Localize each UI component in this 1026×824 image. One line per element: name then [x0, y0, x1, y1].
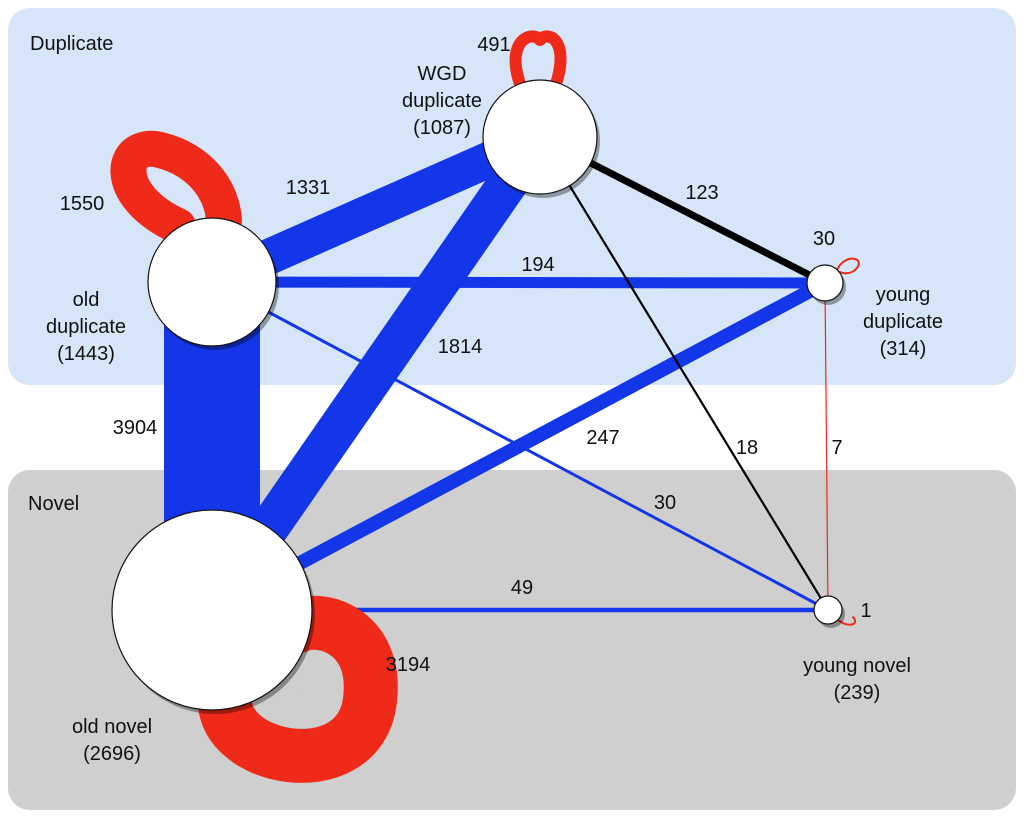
self-loop-label-young_dup: 30	[813, 228, 835, 250]
node-label-old_novel: old novel (2696)	[72, 716, 152, 765]
node-young_dup	[806, 264, 844, 302]
self-loops-layer	[110, 30, 860, 783]
nodes-layer	[111, 79, 846, 714]
node-old_novel	[111, 509, 313, 711]
node-label-line: (2696)	[83, 743, 141, 765]
self-loop-label-wgd: 491	[477, 34, 510, 56]
edge-young_dup-young_novel	[824, 282, 829, 611]
node-young_novel	[813, 595, 843, 625]
node-label-line: old novel	[72, 716, 152, 738]
node-label-line: duplicate	[402, 90, 482, 112]
node-label-line: (239)	[834, 682, 881, 704]
node-label-line: young novel	[803, 655, 911, 677]
panel-label-duplicate: Duplicate	[30, 33, 113, 55]
edge-label-old_dup-old_novel: 3904	[113, 417, 158, 439]
self-loop-young_dup	[836, 257, 860, 275]
edge-label-old_dup-young_novel: 30	[654, 492, 676, 514]
node-label-line: (314)	[880, 338, 927, 360]
node-label-young_dup: young duplicate (314)	[863, 284, 943, 360]
node-label-line: (1087)	[413, 117, 471, 139]
panel-label-novel: Novel	[28, 493, 79, 515]
edge-wgd-young_novel	[539, 136, 829, 611]
self-loop-label-old_novel: 3194	[386, 654, 431, 676]
node-label-old_dup: old duplicate (1443)	[46, 289, 126, 365]
labels-layer: Duplicate Novel 3904 1814 1331 247 194 123 49 30 1…	[28, 33, 943, 765]
node-label-young_novel: young novel (239)	[803, 655, 911, 704]
self-loop-young_novel	[837, 616, 857, 626]
edge-label-old_novel-young_dup: 247	[586, 427, 619, 449]
edge-label-wgd-old_novel: 1814	[438, 336, 483, 358]
node-label-wgd: WGD duplicate (1087)	[402, 63, 482, 139]
self-loop-wgd	[509, 30, 567, 90]
node-label-line: duplicate	[46, 316, 126, 338]
self-loop-label-old_dup: 1550	[60, 193, 105, 215]
edge-label-old_dup-wgd: 1331	[286, 177, 331, 199]
node-old_dup	[147, 217, 277, 347]
node-label-line: duplicate	[863, 311, 943, 333]
node-label-line: (1443)	[57, 343, 115, 365]
node-label-line: WGD	[418, 63, 467, 85]
node-label-line: old	[73, 289, 100, 311]
node-wgd	[482, 79, 598, 195]
edge-label-wgd-young_novel: 18	[736, 437, 758, 459]
edge-label-old_novel-young_novel: 49	[511, 577, 533, 599]
self-loop-hole-old_dup	[161, 182, 186, 196]
edge-label-young_dup-young_novel: 7	[831, 437, 842, 459]
edge-label-wgd-young_dup: 123	[685, 182, 718, 204]
self-loop-old_novel	[197, 595, 398, 783]
self-loop-label-young_novel: 1	[860, 600, 871, 622]
edge-old_dup-young_dup	[211, 276, 826, 289]
self-loop-old_dup	[110, 130, 242, 244]
edge-label-old_dup-young_dup: 194	[521, 254, 554, 276]
edge-old_dup-young_novel	[211, 280, 829, 612]
node-label-line: young	[876, 284, 931, 306]
self-loop-hole-old_novel	[287, 690, 316, 708]
